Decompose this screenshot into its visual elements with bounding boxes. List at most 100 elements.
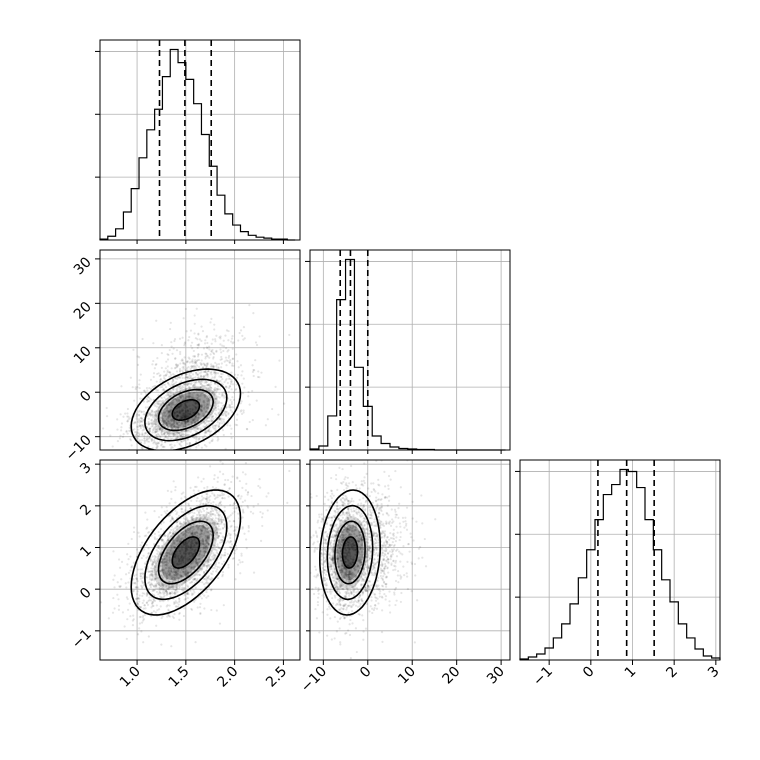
scatter-point [184, 383, 187, 386]
scatter-point [164, 567, 167, 570]
scatter-point [176, 563, 179, 566]
scatter-point [151, 385, 154, 389]
scatter-point [178, 612, 181, 616]
scatter-point [176, 540, 179, 543]
scatter-point [183, 455, 185, 457]
scatter-point [201, 543, 205, 546]
scatter-point [200, 410, 203, 413]
scatter-point [220, 540, 224, 544]
scatter-point [134, 421, 137, 424]
scatter-point [224, 447, 227, 450]
scatter-point [148, 413, 152, 416]
scatter-point [201, 539, 205, 542]
scatter-point [349, 527, 352, 530]
scatter-point [147, 423, 150, 426]
scatter-point [288, 469, 291, 473]
scatter-point [155, 574, 158, 578]
scatter-point [153, 439, 156, 442]
scatter-point [188, 392, 192, 395]
scatter-point [230, 371, 233, 374]
scatter-point [188, 551, 191, 555]
scatter-point [197, 381, 200, 384]
scatter-point [267, 492, 270, 495]
scatter-point [180, 409, 184, 412]
scatter-point [189, 570, 192, 574]
scatter-point [157, 608, 161, 611]
scatter-point [175, 433, 178, 436]
scatter-point [223, 497, 226, 500]
scatter-point [179, 396, 182, 399]
scatter-point [162, 568, 165, 571]
scatter-point [201, 391, 204, 394]
scatter-point [223, 483, 226, 486]
scatter-point [212, 417, 215, 421]
scatter-point [368, 533, 371, 536]
scatter-point [230, 436, 233, 440]
scatter-point [203, 554, 207, 557]
scatter-point [167, 580, 170, 583]
scatter-point [187, 394, 191, 398]
scatter-point [191, 421, 194, 424]
scatter-point [206, 373, 209, 377]
scatter-point [214, 373, 217, 376]
scatter-point [202, 577, 206, 581]
scatter-point [214, 406, 218, 410]
scatter-point [305, 556, 307, 558]
scatter-point [140, 556, 143, 560]
scatter-point [217, 513, 220, 517]
scatter-point [203, 399, 206, 403]
scatter-point [152, 575, 155, 579]
scatter-point [174, 539, 177, 542]
scatter-point [230, 340, 233, 343]
scatter-point [188, 454, 190, 456]
scatter-point [183, 415, 186, 419]
scatter-point [364, 537, 367, 541]
scatter-point [174, 357, 177, 360]
scatter-point [179, 574, 182, 577]
scatter-point [208, 543, 211, 546]
scatter-point [141, 337, 144, 341]
scatter-point [193, 577, 197, 580]
scatter-point [166, 554, 169, 557]
scatter-point [185, 369, 188, 372]
scatter-point [171, 532, 175, 535]
scatter-point [398, 538, 401, 542]
scatter-point [195, 534, 199, 538]
scatter-point [153, 557, 156, 560]
scatter-point [126, 415, 129, 418]
scatter-point [201, 330, 205, 333]
scatter-point [217, 363, 221, 366]
pair-panel-content [100, 250, 300, 463]
scatter-point [210, 534, 213, 537]
scatter-point [177, 514, 181, 518]
scatter-point [210, 578, 213, 581]
scatter-point [344, 560, 348, 564]
scatter-point [199, 409, 203, 412]
scatter-point [330, 573, 334, 576]
scatter-point [385, 542, 389, 545]
scatter-point [168, 410, 171, 413]
scatter-point [365, 602, 369, 606]
scatter-point [194, 565, 197, 568]
scatter-point [180, 407, 184, 411]
scatter-point [213, 376, 216, 379]
scatter-point [136, 420, 140, 423]
scatter-point [206, 518, 209, 521]
scatter-point [154, 577, 157, 580]
scatter-point [173, 545, 176, 548]
scatter-point [157, 516, 161, 519]
scatter-point [167, 461, 169, 463]
scatter-point [199, 390, 202, 393]
scatter-point [196, 509, 199, 512]
scatter-point [169, 395, 172, 398]
scatter-point [206, 582, 209, 585]
scatter-point [175, 556, 178, 559]
scatter-point [215, 545, 218, 549]
scatter-point [341, 445, 343, 447]
scatter-point [156, 564, 159, 567]
scatter-point [183, 416, 186, 419]
scatter-point [132, 526, 136, 529]
scatter-point [186, 544, 189, 547]
scatter-point [162, 572, 165, 575]
scatter-point [187, 571, 190, 574]
